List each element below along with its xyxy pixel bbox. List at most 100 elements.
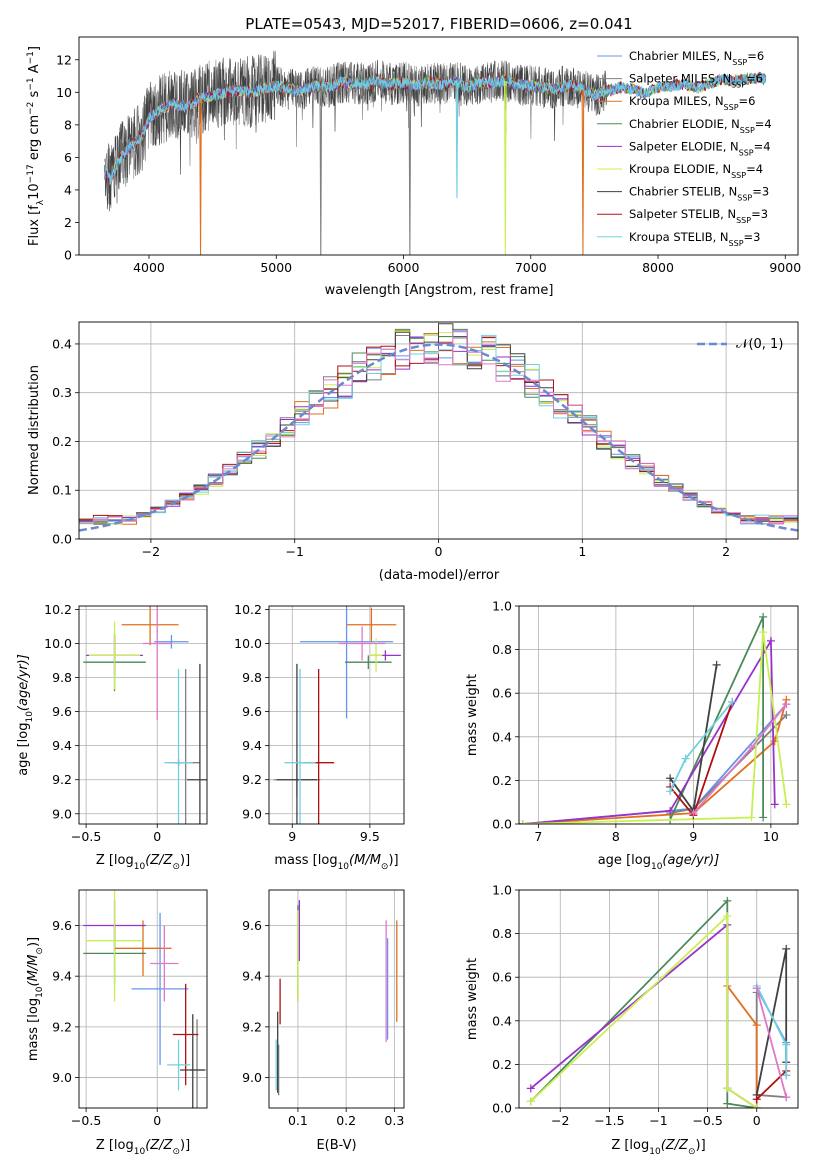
x-axis-label-part: )] — [388, 853, 398, 868]
plot-area — [79, 606, 207, 824]
plot-content — [79, 323, 798, 532]
tick-label-y: 0.8 — [492, 642, 512, 657]
tick-label-y: 0.0 — [52, 532, 72, 547]
tick-label-y: 9.6 — [242, 704, 262, 719]
legend-text: Salpeter ELODIE, N — [629, 139, 739, 153]
tick-label-y: 0.2 — [492, 1057, 512, 1072]
weight-marker — [782, 944, 791, 953]
tick-label-x: 2 — [722, 544, 730, 559]
plot-content — [273, 606, 401, 824]
tick-label-y: 0.1 — [52, 483, 72, 498]
legend-suffix: =6 — [739, 94, 756, 108]
y-axis-label-part: λ — [36, 199, 46, 205]
y-axis-label-part: ] — [27, 46, 42, 51]
weight-marker — [770, 800, 779, 809]
tick-label-y: 9.6 — [242, 918, 262, 933]
tick-label-y: 12 — [56, 52, 72, 67]
y-axis-label-part: ⊙ — [35, 947, 45, 955]
plot-area — [269, 890, 404, 1108]
x-axis-label-part: )] — [180, 853, 190, 868]
legend-suffix: =3 — [752, 185, 769, 199]
weight-marker — [752, 1021, 761, 1030]
x-axis-label-part: 10 — [338, 862, 350, 872]
x-axis-label-part: Z [log — [96, 853, 134, 868]
legend-entry: Chabrier MILES, NSSP=6 — [629, 49, 764, 67]
legend-text: Kroupa MILES, N — [629, 94, 724, 108]
spectrum-dip — [319, 86, 323, 255]
tick-label-y: 9.8 — [242, 670, 262, 685]
legend-entry: Salpeter STELIB, NSSP=3 — [629, 207, 768, 225]
panel-3: 9 9.5 9.0 9.2 9.4 9.6 9.8 10.0 10.2 mass [log10(M… — [234, 602, 405, 872]
tick-label-x: 8000 — [642, 260, 674, 275]
x-axis-label: age [log10(age/yr)] — [598, 853, 720, 872]
tick-label-x: 9000 — [769, 260, 801, 275]
tick-label-y: 9.4 — [242, 969, 262, 984]
x-axis-label-part: age [log — [598, 853, 651, 868]
tick-label-x: −2 — [142, 544, 160, 559]
y-axis-label-part: −1 — [26, 51, 36, 64]
tick-label-x: 0.1 — [288, 1113, 308, 1128]
tick-label-x: 8 — [612, 829, 620, 844]
tick-label-x: 0 — [153, 829, 161, 844]
x-axis-label: Z [log10(Z/Z⊙)] — [96, 853, 190, 872]
y-axis-label: Flux [fλ10−17 erg cm−2 s−1 A−1] — [26, 46, 46, 246]
tick-label-x: 0.2 — [336, 1113, 356, 1128]
legend-text: Chabrier MILES, N — [629, 49, 732, 63]
x-axis-label-part: (Z/Z — [145, 1138, 173, 1153]
x-axis-label-part: )] — [696, 1138, 706, 1153]
x-axis-label-part: 10 — [134, 1147, 146, 1157]
tick-label-x: 0.3 — [384, 1113, 404, 1128]
tick-label-x: 7000 — [515, 260, 547, 275]
panel-7: −2 −1.5 −1 −0.5 0 0.0 0.2 0.4 0.6 0.8 1.0 Z [log10(… — [465, 883, 799, 1157]
tick-label-x: −0.5 — [71, 1113, 101, 1128]
legend-sub: SSP — [736, 216, 751, 225]
y-axis-label: mass [log10(M/M⊙)] — [26, 937, 45, 1061]
tick-label-x: 0 — [153, 1113, 161, 1128]
tick-label-x: 4000 — [133, 260, 165, 275]
y-axis-label-part: 10 — [27, 183, 42, 200]
weight-marker — [782, 1040, 791, 1049]
tick-label-y: 9.6 — [52, 704, 72, 719]
weight-marker — [782, 1071, 791, 1080]
tick-label-y: 9.0 — [242, 1070, 262, 1085]
weight-marker — [782, 1093, 791, 1102]
tick-label-y: 6 — [64, 150, 72, 165]
x-axis-label-part: ⊙ — [172, 1147, 180, 1157]
tick-label-y: 0 — [64, 248, 72, 263]
plot-content — [526, 896, 791, 1108]
tick-label-y: 9.4 — [242, 738, 262, 753]
spectrum-dip — [408, 84, 412, 255]
tick-label-x: −0.5 — [692, 1113, 722, 1128]
plot-content — [83, 606, 207, 824]
tick-label-y: 9.0 — [242, 806, 262, 821]
weight-marker — [747, 813, 756, 822]
histogram-chabrier-stelib — [79, 323, 798, 522]
legend-suffix: =6 — [746, 72, 763, 86]
tick-label-y: 2 — [64, 215, 72, 230]
tick-label-y: 0.0 — [492, 1101, 512, 1116]
tick-label-y: 9.2 — [52, 772, 72, 787]
tick-label-x: −0.5 — [71, 829, 101, 844]
plot-area — [519, 606, 798, 824]
tick-label-y: 0.3 — [52, 385, 72, 400]
tick-label-x: 9 — [689, 829, 697, 844]
weight-marker — [519, 820, 527, 824]
tick-label-y: 10.2 — [234, 602, 262, 617]
legend-sub: SSP — [724, 103, 739, 112]
weight-line-salpeter-elodie — [522, 637, 776, 824]
legend-entry: Kroupa STELIB, NSSP=3 — [629, 230, 760, 248]
weight-marker — [526, 1097, 535, 1106]
x-axis-label-part: mass [log — [274, 853, 337, 868]
tick-label-x: −1 — [285, 544, 303, 559]
weight-marker — [782, 700, 791, 709]
tick-label-y: 10.0 — [234, 636, 262, 651]
grid — [269, 606, 404, 824]
x-axis-label-part: Z [log — [96, 1138, 134, 1153]
tick-label-y: 0.8 — [492, 926, 512, 941]
x-axis-label-part: (M/M — [349, 853, 381, 868]
tick-label-y: 9.4 — [52, 969, 72, 984]
panel-1: −2 −1 0 1 2 0.0 0.1 0.2 0.3 0.4 𝒩(0, 1) (data-model… — [27, 321, 799, 583]
tick-label-y: 0.6 — [492, 686, 512, 701]
legend-sub: SSP — [731, 171, 746, 180]
